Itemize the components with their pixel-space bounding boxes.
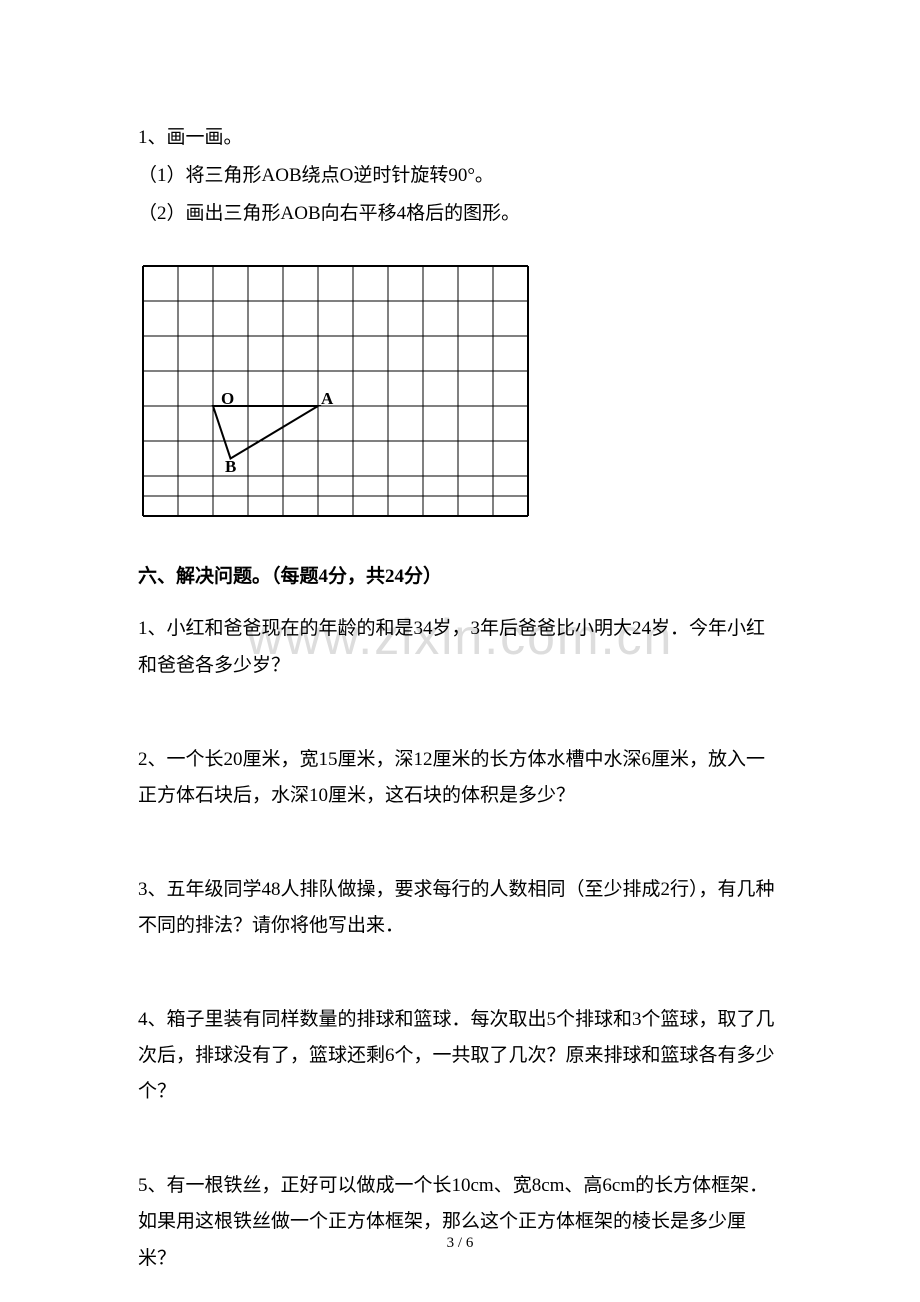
question-1: 1、小红和爸爸现在的年龄的和是34岁，3年后爸爸比小明大24岁．今年小红和爸爸各… [138,611,782,683]
document-content: 1、画一画。 （1）将三角形AOB绕点O逆时针旋转90°。 （2）画出三角形AO… [138,120,782,1277]
problem-1-sub2: （2）画出三角形AOB向右平移4格后的图形。 [138,196,782,232]
svg-text:O: O [221,389,234,408]
problem-1-sub1: （1）将三角形AOB绕点O逆时针旋转90°。 [138,158,782,194]
question-5: 5、有一根铁丝，正好可以做成一个长10cm、宽8cm、高6cm的长方体框架．如果… [138,1168,782,1276]
question-2: 2、一个长20厘米，宽15厘米，深12厘米的长方体水槽中水深6厘米，放入一正方体… [138,742,782,814]
svg-text:B: B [225,457,236,476]
question-4: 4、箱子里装有同样数量的排球和篮球．每次取出5个排球和3个篮球，取了几次后，排球… [138,1002,782,1110]
section-6-header: 六、解决问题。（每题4分，共24分） [138,559,782,595]
problem-1-title: 1、画一画。 [138,120,782,156]
grid-diagram: O A B [141,264,782,531]
svg-text:A: A [321,389,334,408]
question-3: 3、五年级同学48人排队做操，要求每行的人数相同（至少排成2行），有几种不同的排… [138,872,782,944]
grid-svg: O A B [141,264,530,518]
